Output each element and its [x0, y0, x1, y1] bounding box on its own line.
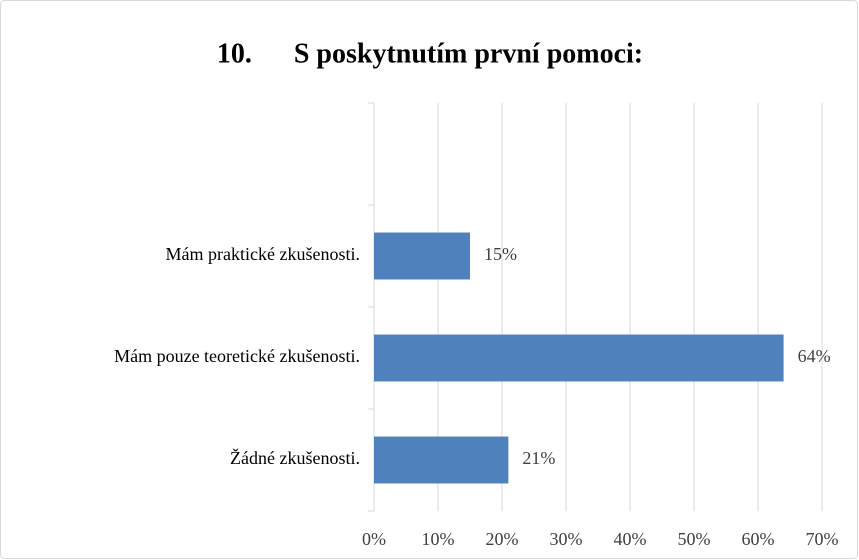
bar — [374, 436, 509, 484]
x-tick-label: 10% — [422, 529, 455, 549]
data-label: 21% — [522, 448, 555, 468]
x-tick-label: 30% — [550, 529, 583, 549]
bar — [374, 334, 784, 382]
x-tick-label: 40% — [614, 529, 647, 549]
data-label: 64% — [798, 346, 831, 366]
x-tick-label: 50% — [678, 529, 711, 549]
x-tick-label: 70% — [806, 529, 839, 549]
data-label: 15% — [484, 244, 517, 264]
x-tick-label: 20% — [486, 529, 519, 549]
x-tick-label: 60% — [742, 529, 775, 549]
bar — [374, 232, 470, 280]
chart-title: 10. S poskytnutím první pomoci: — [217, 38, 643, 69]
y-tick-label: Žádné zkušenosti. — [230, 447, 360, 468]
y-tick-label: Mám pouze teoretické zkušenosti. — [114, 346, 360, 366]
x-tick-label: 0% — [362, 529, 386, 549]
y-tick-label: Mám praktické zkušenosti. — [166, 244, 360, 264]
